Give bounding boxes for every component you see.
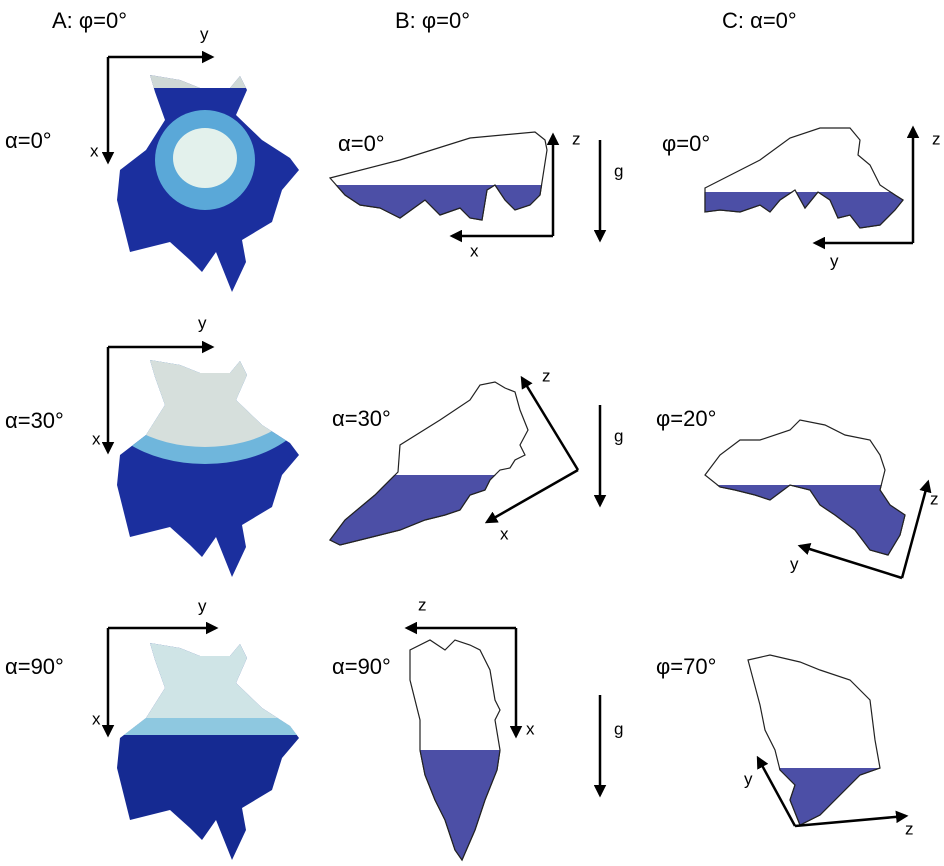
axis-arrow xyxy=(902,482,928,578)
axis-label: x xyxy=(92,429,101,448)
axis-label: y xyxy=(744,769,753,788)
column-title: B: φ=0° xyxy=(395,8,470,33)
row-label: φ=20° xyxy=(656,406,716,431)
axis-label: y xyxy=(198,313,207,332)
row-label: α=30° xyxy=(332,406,391,431)
gravity-label: g xyxy=(614,719,623,738)
row-label: α=30° xyxy=(5,408,64,433)
section-shape xyxy=(410,640,500,860)
specimen xyxy=(117,60,299,292)
axis-label: z xyxy=(932,129,941,148)
axis-label: z xyxy=(930,489,939,508)
column-title: C: α=0° xyxy=(722,8,797,33)
specimen xyxy=(100,630,310,860)
axis-label: z xyxy=(905,819,914,838)
axis-label: x xyxy=(92,709,101,728)
row-label: φ=0° xyxy=(662,131,710,156)
axis-label: y xyxy=(830,251,839,270)
axis-label: y xyxy=(200,24,209,43)
axis-label: y xyxy=(198,596,207,615)
gravity-label: g xyxy=(614,161,623,180)
specimen xyxy=(95,320,315,577)
row-label: α=0° xyxy=(5,128,52,153)
axis-arrow xyxy=(522,378,578,470)
axis-label: z xyxy=(418,595,427,614)
axis-label: z xyxy=(542,366,551,385)
figure: A: φ=0° B: φ=0° C: α=0° α=0° y x α=0° z … xyxy=(0,0,944,866)
gravity-label: g xyxy=(614,426,623,445)
axis-arrow xyxy=(487,470,578,522)
axis-label: y xyxy=(790,554,799,573)
row-label: α=0° xyxy=(338,131,385,156)
row-label: α=90° xyxy=(5,654,64,679)
column-title: A: φ=0° xyxy=(52,8,127,33)
section-shape xyxy=(705,420,905,555)
row-label: φ=70° xyxy=(656,654,716,679)
axis-label: x xyxy=(500,524,509,543)
section-shape xyxy=(748,655,880,825)
axis-label: z xyxy=(572,129,581,148)
section-shape xyxy=(705,128,903,228)
row-label: α=90° xyxy=(332,654,391,679)
axis-label: x xyxy=(90,141,99,160)
axis-label: x xyxy=(526,719,535,738)
axis-label: x xyxy=(470,241,479,260)
